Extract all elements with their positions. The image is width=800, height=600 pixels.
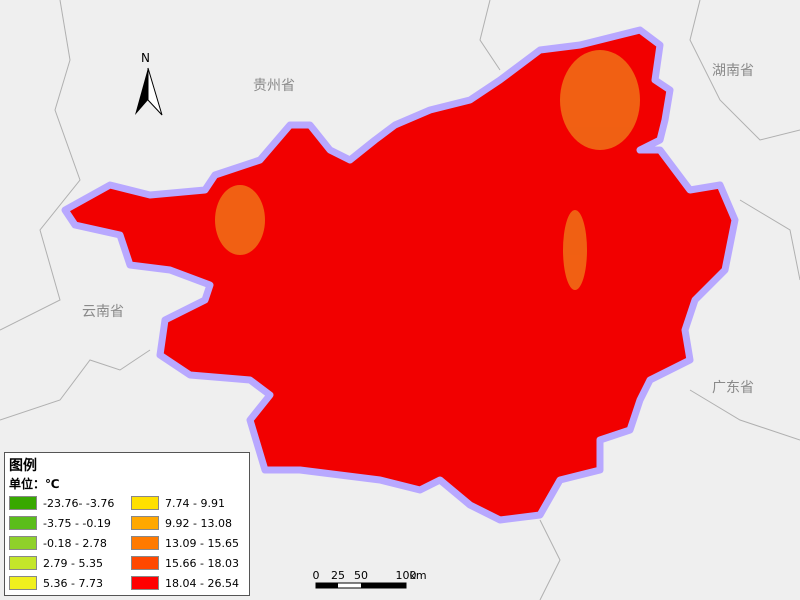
province-label: 广东省 [712, 380, 754, 396]
legend-label: -3.75 - -0.19 [43, 516, 111, 530]
legend: 图例 单位：℃ -23.76- -3.76 -3.75 - -0.19 -0.18 … [4, 452, 250, 596]
province-label: 云南省 [82, 304, 124, 320]
legend-label: 13.09 - 15.65 [165, 536, 239, 550]
scale-label: 0 [313, 569, 320, 582]
legend-swatch [131, 516, 159, 530]
legend-label: 7.74 - 9.91 [165, 496, 225, 510]
scale-label: km [409, 569, 426, 582]
legend-swatch [9, 496, 37, 510]
legend-item: -23.76- -3.76 [9, 495, 114, 511]
legend-swatch [131, 576, 159, 590]
highland-shading [215, 50, 640, 290]
legend-label: 5.36 - 7.73 [43, 576, 103, 590]
legend-item: 5.36 - 7.73 [9, 575, 103, 591]
legend-label: 15.66 - 18.03 [165, 556, 239, 570]
legend-swatch [9, 516, 37, 530]
legend-swatch [131, 496, 159, 510]
legend-unit: 单位：℃ [9, 477, 60, 491]
legend-swatch [131, 556, 159, 570]
legend-item: 9.92 - 13.08 [131, 515, 232, 531]
legend-item: 2.79 - 5.35 [9, 555, 103, 571]
legend-title: 图例 [9, 458, 37, 474]
legend-swatch [131, 536, 159, 550]
legend-label: 9.92 - 13.08 [165, 516, 232, 530]
legend-swatch [9, 576, 37, 590]
legend-label: -0.18 - 2.78 [43, 536, 107, 550]
legend-item: -0.18 - 2.78 [9, 535, 107, 551]
legend-item: -3.75 - -0.19 [9, 515, 111, 531]
north-arrow [135, 68, 148, 115]
legend-label: -23.76- -3.76 [43, 496, 115, 510]
scale-label: 25 [331, 569, 345, 582]
scale-bar [315, 582, 407, 589]
scale-label: 50 [354, 569, 368, 582]
legend-item: 15.66 - 18.03 [131, 555, 239, 571]
legend-swatch [9, 556, 37, 570]
legend-label: 2.79 - 5.35 [43, 556, 103, 570]
scale-label: 100 [396, 569, 417, 582]
legend-swatch [9, 536, 37, 550]
legend-item: 18.04 - 26.54 [131, 575, 239, 591]
legend-label: 18.04 - 26.54 [165, 576, 239, 590]
province-label: 贵州省 [253, 78, 295, 94]
legend-item: 13.09 - 15.65 [131, 535, 239, 551]
province-label: 湖南省 [712, 63, 754, 79]
north-label: N [141, 51, 150, 65]
north-arrow [147, 67, 163, 116]
guangxi-region [61, 26, 739, 524]
legend-item: 7.74 - 9.91 [131, 495, 225, 511]
